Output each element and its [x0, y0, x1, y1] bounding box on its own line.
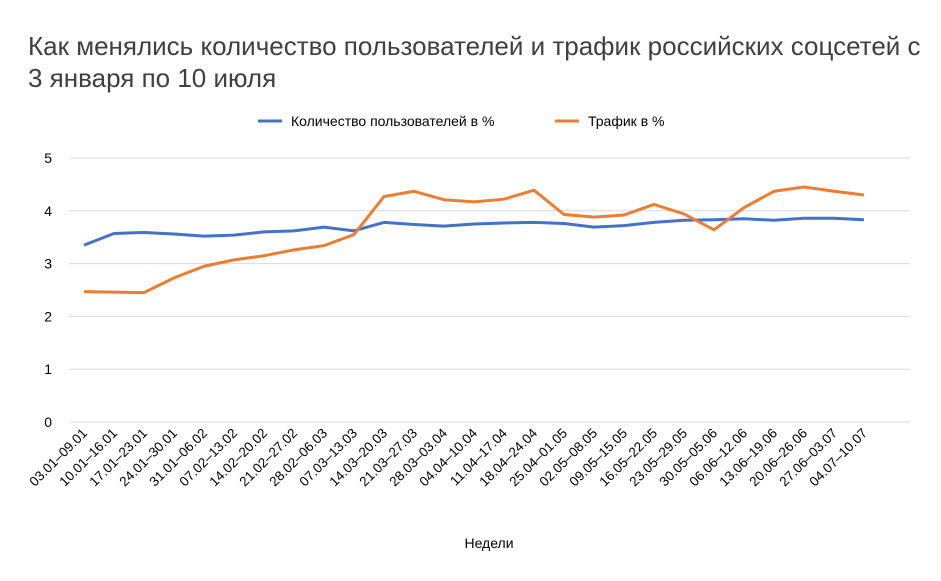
y-tick-label: 3 [44, 256, 52, 272]
x-axis-title: Недели [464, 535, 513, 551]
y-tick-label: 5 [44, 150, 52, 166]
series-line-1 [83, 185, 865, 295]
legend-label: Количество пользователей в % [291, 113, 494, 129]
y-tick-label: 2 [44, 308, 52, 324]
legend-label: Трафик в % [588, 113, 664, 129]
y-tick-label: 0 [44, 414, 52, 430]
series-line-0 [83, 216, 865, 247]
chart-title: Как менялись количество пользователей и … [28, 31, 921, 93]
y-tick-label: 1 [44, 361, 52, 377]
y-tick-label: 4 [44, 203, 52, 219]
